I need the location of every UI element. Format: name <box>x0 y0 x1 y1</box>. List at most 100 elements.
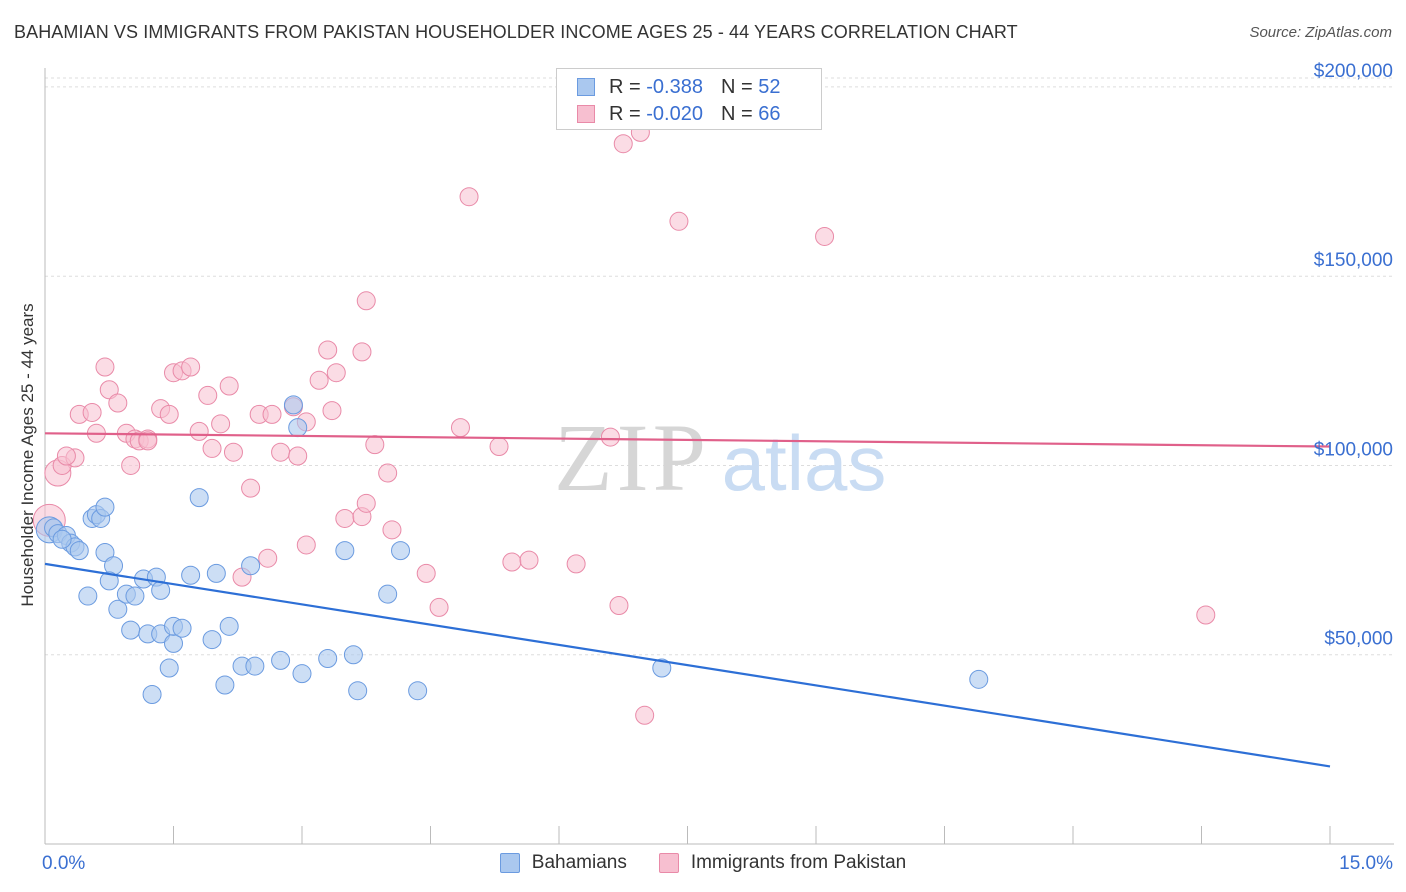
data-point-bahamians <box>652 658 672 678</box>
data-point-bahamians <box>378 584 398 604</box>
legend-label-pakistan: Immigrants from Pakistan <box>690 852 907 873</box>
data-point-pakistan <box>198 385 218 405</box>
data-point-pakistan <box>326 363 346 383</box>
data-point-bahamians <box>159 658 179 678</box>
data-point-bahamians <box>52 529 72 549</box>
trend-line-bahamians <box>44 562 1331 768</box>
legend-n-label: N = <box>720 102 759 125</box>
legend-swatch-pink <box>658 853 679 873</box>
data-point-bahamians <box>288 418 308 438</box>
legend-swatch-blue <box>499 853 520 873</box>
data-point-pakistan <box>519 550 539 570</box>
x-tick-label: 0.0% <box>42 853 85 874</box>
data-point-pakistan <box>609 596 629 616</box>
data-point-pakistan <box>335 508 355 528</box>
legend-r-label: R = <box>609 75 647 98</box>
data-point-pakistan <box>99 380 119 400</box>
data-point-pakistan <box>138 431 158 451</box>
watermark-atlas: atlas <box>722 419 887 507</box>
data-point-pakistan <box>815 226 835 246</box>
data-point-pakistan <box>258 548 278 568</box>
axes <box>44 68 1394 845</box>
y-tick-label: $150,000 <box>1314 250 1393 271</box>
data-point-pakistan <box>489 437 509 457</box>
watermark-zip: ZIP <box>554 404 710 511</box>
data-point-pakistan <box>566 554 586 574</box>
data-point-pakistan <box>262 404 282 424</box>
data-point-bahamians <box>343 645 363 665</box>
data-point-bahamians <box>206 563 226 583</box>
data-point-pakistan <box>318 340 338 360</box>
data-point-pakistan <box>382 520 402 540</box>
data-point-pakistan <box>502 552 522 572</box>
data-point-bahamians <box>335 541 355 561</box>
series-bahamians-points <box>35 395 989 704</box>
data-point-bahamians <box>189 488 209 508</box>
data-point-bahamians <box>271 650 291 670</box>
data-point-pakistan <box>459 187 479 207</box>
series-legend: Bahamians Immigrants from Pakistan <box>0 852 1406 874</box>
legend-swatch-pink <box>577 105 595 123</box>
data-point-pakistan <box>56 446 76 466</box>
x-tick-label: 15.0% <box>1339 853 1393 874</box>
data-point-pakistan <box>189 421 209 441</box>
trend-line-pakistan <box>44 432 1331 448</box>
data-point-bahamians <box>292 664 312 684</box>
data-point-pakistan <box>600 427 620 447</box>
data-point-pakistan <box>352 342 372 362</box>
data-point-pakistan <box>322 401 342 421</box>
data-point-pakistan <box>365 435 385 455</box>
data-point-bahamians <box>318 649 338 669</box>
data-point-pakistan <box>450 418 470 438</box>
legend-label-bahamians: Bahamians <box>531 852 627 873</box>
legend-r-value: -0.388 <box>646 75 703 98</box>
tick-labels: $50,000 $100,000 $150,000 $200,000 0.0% 15.0% <box>42 61 1393 874</box>
legend-n-value: 66 <box>758 102 781 125</box>
y-axis-label: Householder Income Ages 25 - 44 years <box>18 303 37 607</box>
data-point-pakistan <box>82 402 102 422</box>
data-point-pakistan <box>356 493 376 513</box>
data-point-pakistan <box>635 705 655 725</box>
data-point-pakistan <box>356 291 376 311</box>
data-point-pakistan <box>95 357 115 377</box>
y-tick-label: $50,000 <box>1324 629 1393 650</box>
data-point-bahamians <box>181 565 201 585</box>
legend-n-label: N = <box>720 75 759 98</box>
legend-r-value: -0.020 <box>646 102 703 125</box>
data-point-bahamians <box>172 618 192 638</box>
watermark: ZIP atlas <box>554 404 886 511</box>
legend-item-bahamians[interactable]: Bahamians <box>499 852 627 874</box>
y-tick-label: $100,000 <box>1314 439 1393 460</box>
source-label: Source: ZipAtlas.com <box>1249 24 1392 41</box>
data-point-pakistan <box>121 455 141 475</box>
data-point-bahamians <box>245 656 265 676</box>
data-point-pakistan <box>429 597 449 617</box>
legend-r-label: R = <box>609 102 647 125</box>
data-point-pakistan <box>378 463 398 483</box>
data-point-pakistan <box>271 442 291 462</box>
data-point-pakistan <box>223 442 243 462</box>
data-point-pakistan <box>202 438 222 458</box>
data-point-pakistan <box>669 211 689 231</box>
data-point-bahamians <box>348 681 368 701</box>
data-point-bahamians <box>99 571 119 591</box>
data-point-pakistan <box>1196 605 1216 625</box>
data-point-bahamians <box>215 675 235 695</box>
data-point-bahamians <box>69 541 89 561</box>
legend-n-value: 52 <box>758 75 781 98</box>
data-point-bahamians <box>391 541 411 561</box>
data-point-pakistan <box>288 446 308 466</box>
data-point-bahamians <box>125 586 145 606</box>
data-point-pakistan <box>309 370 329 390</box>
data-point-bahamians <box>108 599 128 619</box>
data-point-pakistan <box>211 414 231 434</box>
data-point-pakistan <box>159 404 179 424</box>
data-point-bahamians <box>202 630 222 650</box>
data-point-bahamians <box>95 543 115 563</box>
data-point-pakistan <box>241 478 261 498</box>
data-point-pakistan <box>613 134 633 154</box>
y-tick-label: $200,000 <box>1314 61 1393 82</box>
data-point-bahamians <box>95 497 115 517</box>
legend-item-pakistan[interactable]: Immigrants from Pakistan <box>658 852 907 874</box>
